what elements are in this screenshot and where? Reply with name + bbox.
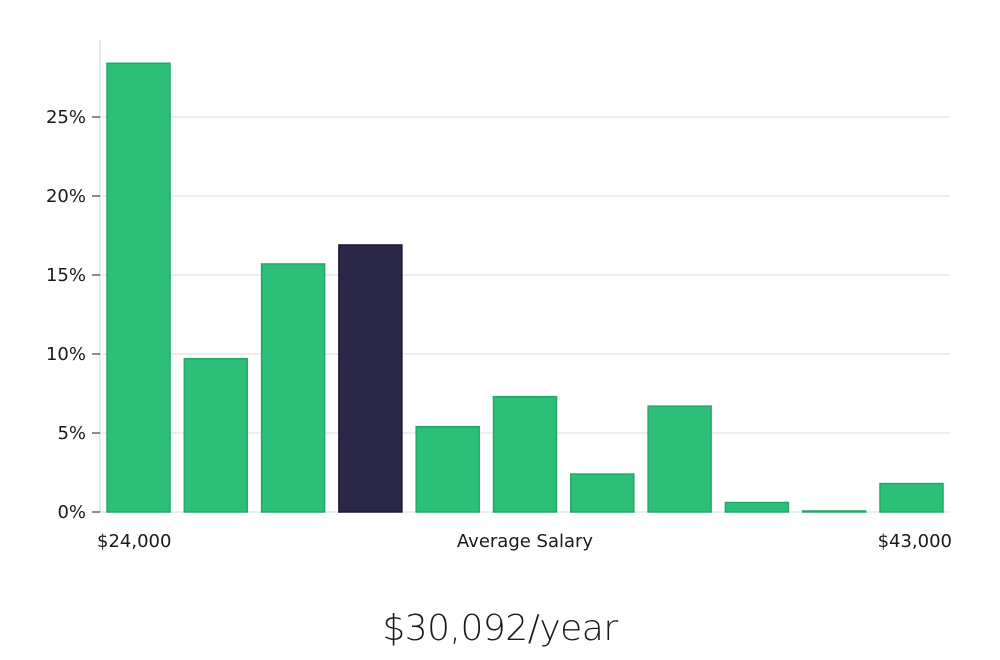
y-tick-label: 25%	[46, 107, 86, 128]
x-axis-min-label: $24,000	[97, 531, 171, 552]
x-axis-max-label: $43,000	[878, 531, 952, 552]
y-axis-ticks: 0% 5% 10% 15% 20% 25%	[46, 107, 100, 523]
y-tick-label: 15%	[46, 265, 86, 286]
bars	[106, 62, 944, 513]
y-tick-label: 5%	[57, 423, 86, 444]
x-axis-title: Average Salary	[457, 531, 594, 552]
histogram-bar	[724, 501, 790, 513]
y-tick-label: 0%	[57, 502, 86, 523]
histogram-bar	[879, 482, 944, 513]
grid-lines	[100, 116, 950, 434]
histogram-bar-highlighted	[338, 244, 403, 513]
histogram-bar	[647, 405, 712, 513]
average-salary-headline: $30,092/year	[382, 608, 618, 649]
y-tick-label: 10%	[46, 344, 86, 365]
histogram-bar	[260, 263, 326, 513]
y-tick-label: 20%	[46, 186, 86, 207]
salary-histogram: 0%5%10%15%20%25% $24,000 Average Salary …	[46, 40, 952, 552]
histogram-bar	[415, 425, 480, 513]
histogram-bar	[183, 357, 249, 513]
histogram-bar	[570, 473, 635, 513]
histogram-bar	[801, 510, 867, 513]
histogram-bar	[106, 62, 171, 513]
histogram-bar	[492, 395, 558, 513]
